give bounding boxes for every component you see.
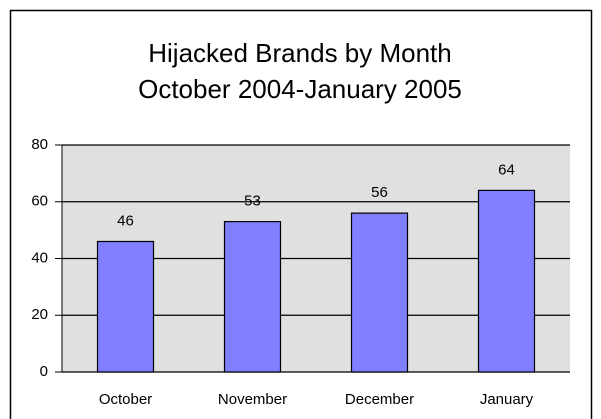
bar <box>350 212 409 373</box>
y-tick-label: 40 <box>31 249 48 266</box>
data-label: 64 <box>498 161 515 178</box>
x-tick-label: December <box>345 391 414 408</box>
y-tick-label: 20 <box>31 306 48 323</box>
data-label: 53 <box>244 193 261 210</box>
x-tick-label: October <box>99 391 152 408</box>
x-tick-label: January <box>480 391 534 408</box>
y-tick-label: 80 <box>31 136 48 153</box>
bar <box>223 221 282 373</box>
bar <box>477 189 536 373</box>
data-label: 56 <box>371 184 388 201</box>
x-tick-label: November <box>218 391 287 408</box>
y-tick-label: 0 <box>40 363 48 380</box>
bar <box>96 240 155 373</box>
chart-subtitle: October 2004-January 2005 <box>138 74 462 104</box>
chart-title: Hijacked Brands by Month <box>148 38 451 68</box>
y-tick-label: 60 <box>31 193 48 210</box>
data-label: 46 <box>117 212 134 229</box>
